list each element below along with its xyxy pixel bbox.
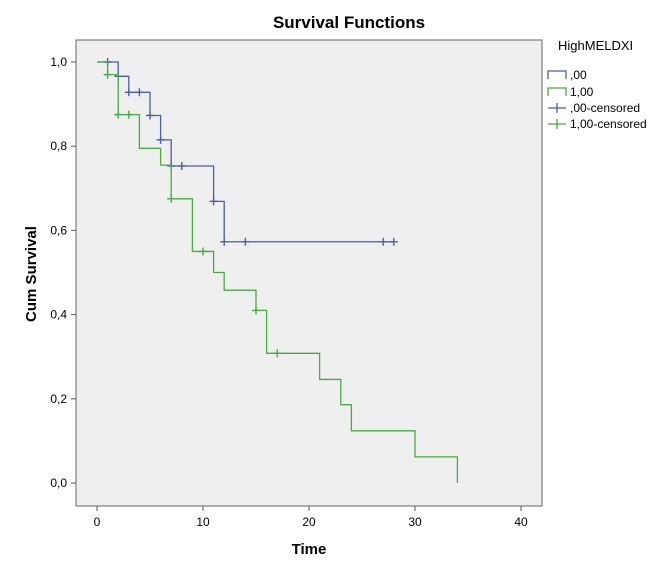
censor-mark bbox=[135, 88, 144, 97]
censor-mark bbox=[241, 237, 250, 246]
legend-label: 1,00 bbox=[570, 85, 594, 99]
censor-mark bbox=[252, 306, 260, 315]
censor-mark bbox=[220, 237, 229, 246]
y-tick-label: 0,8 bbox=[50, 139, 67, 153]
series-line-low bbox=[97, 61, 394, 243]
censor-mark bbox=[156, 135, 165, 144]
y-tick-label: 0,2 bbox=[50, 392, 67, 406]
censor-mark bbox=[103, 70, 112, 79]
y-axis-title: Cum Survival bbox=[23, 226, 40, 322]
y-axis: 0,0 0,2 0,4 0,6 0,8 1,0 bbox=[50, 55, 76, 490]
censor-mark bbox=[273, 349, 282, 358]
censor-mark bbox=[167, 194, 176, 203]
legend-swatch-censor bbox=[548, 103, 566, 113]
censor-mark bbox=[146, 111, 154, 120]
censor-mark bbox=[379, 237, 388, 246]
plot-area bbox=[75, 39, 543, 507]
x-tick-label: 10 bbox=[196, 515, 210, 529]
censor-mark bbox=[209, 197, 218, 206]
censor-mark bbox=[199, 247, 207, 256]
chart-title: Survival Functions bbox=[273, 13, 425, 32]
series-line-high bbox=[97, 61, 459, 483]
x-axis-title: Time bbox=[292, 541, 327, 558]
censor-mark bbox=[114, 110, 123, 119]
legend-label: 1,00-censored bbox=[570, 117, 647, 131]
x-axis: 0 10 20 30 40 bbox=[94, 506, 528, 529]
x-tick-label: 20 bbox=[302, 515, 316, 529]
y-tick-label: 0,6 bbox=[50, 223, 67, 237]
x-tick-label: 40 bbox=[514, 515, 528, 529]
legend: ,00 1,00 ,00-censored 1,00-censored bbox=[547, 68, 647, 131]
censor-mark bbox=[124, 110, 133, 119]
series-layer bbox=[97, 58, 459, 483]
legend-title: HighMELDXI bbox=[558, 38, 633, 53]
legend-label: ,00-censored bbox=[570, 101, 640, 115]
legend-swatch-line bbox=[547, 87, 567, 96]
legend-label: ,00 bbox=[570, 68, 587, 82]
y-tick-label: 0,0 bbox=[50, 476, 67, 490]
censor-mark bbox=[124, 88, 133, 97]
legend-swatch-line bbox=[547, 70, 567, 79]
y-tick-label: 0,4 bbox=[50, 308, 67, 322]
x-tick-label: 30 bbox=[408, 515, 422, 529]
y-tick-label: 1,0 bbox=[50, 55, 67, 69]
censor-mark bbox=[177, 161, 186, 170]
censor-mark bbox=[389, 237, 398, 246]
legend-swatch-censor bbox=[548, 119, 566, 129]
x-tick-label: 0 bbox=[94, 515, 101, 529]
